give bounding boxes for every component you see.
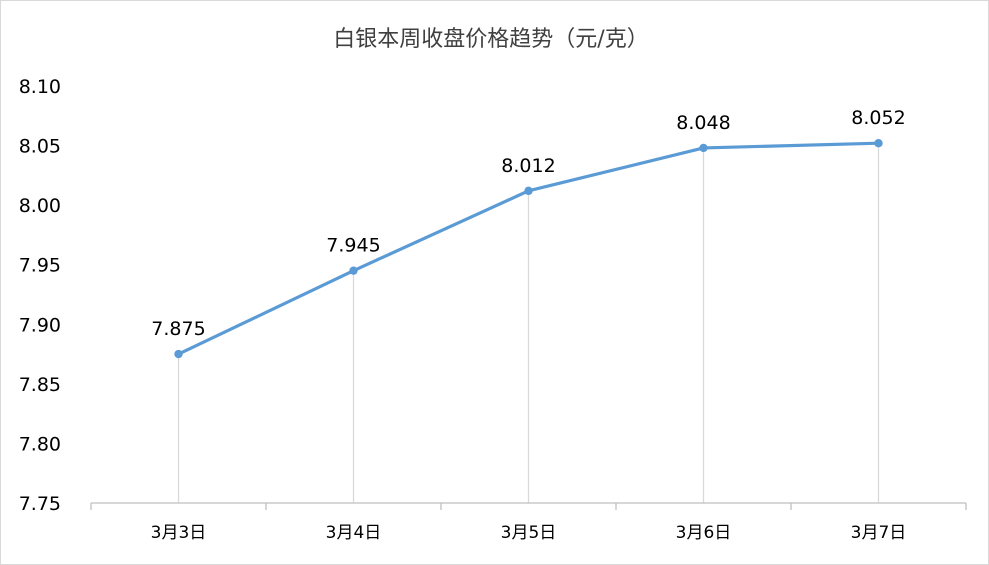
y-tick-label: 8.05: [19, 136, 61, 158]
data-point: [524, 186, 533, 196]
y-tick-label: 7.85: [19, 374, 61, 396]
y-tick-label: 7.95: [19, 255, 61, 277]
series-layer: [174, 138, 883, 359]
data-point: [349, 266, 358, 275]
data-point: [174, 349, 183, 359]
x-tick-label: 3月5日: [501, 523, 557, 543]
data-label: 7.945: [326, 235, 380, 257]
drop-lines: [177, 143, 880, 503]
y-tick-label: 7.75: [19, 493, 61, 515]
x-tick-label: 3月7日: [851, 523, 907, 543]
data-label: 8.048: [676, 112, 730, 134]
x-axis: 3月3日 3月4日 3月5日 3月6日 3月7日: [90, 502, 967, 543]
y-tick-label: 8.00: [19, 195, 61, 217]
x-tick-label: 3月3日: [151, 523, 207, 543]
y-axis-labels: 7.75 7.80 7.85 7.90 7.95 8.00 8.05 8.10: [19, 76, 61, 515]
chart-title: 白银本周收盘价格趋势（元/克）: [333, 27, 648, 52]
data-point: [874, 138, 883, 148]
y-tick-label: 7.90: [19, 314, 61, 336]
x-tick-label: 3月4日: [326, 523, 382, 543]
data-labels: 7.875 7.945 8.012 8.048 8.052: [151, 107, 905, 340]
x-tick-label: 3月6日: [676, 523, 732, 543]
data-label: 7.875: [151, 318, 205, 340]
y-tick-label: 7.80: [19, 433, 61, 455]
data-point: [699, 143, 708, 153]
y-tick-label: 8.10: [19, 76, 61, 98]
data-label: 8.052: [851, 107, 905, 129]
data-label: 8.012: [501, 155, 555, 177]
